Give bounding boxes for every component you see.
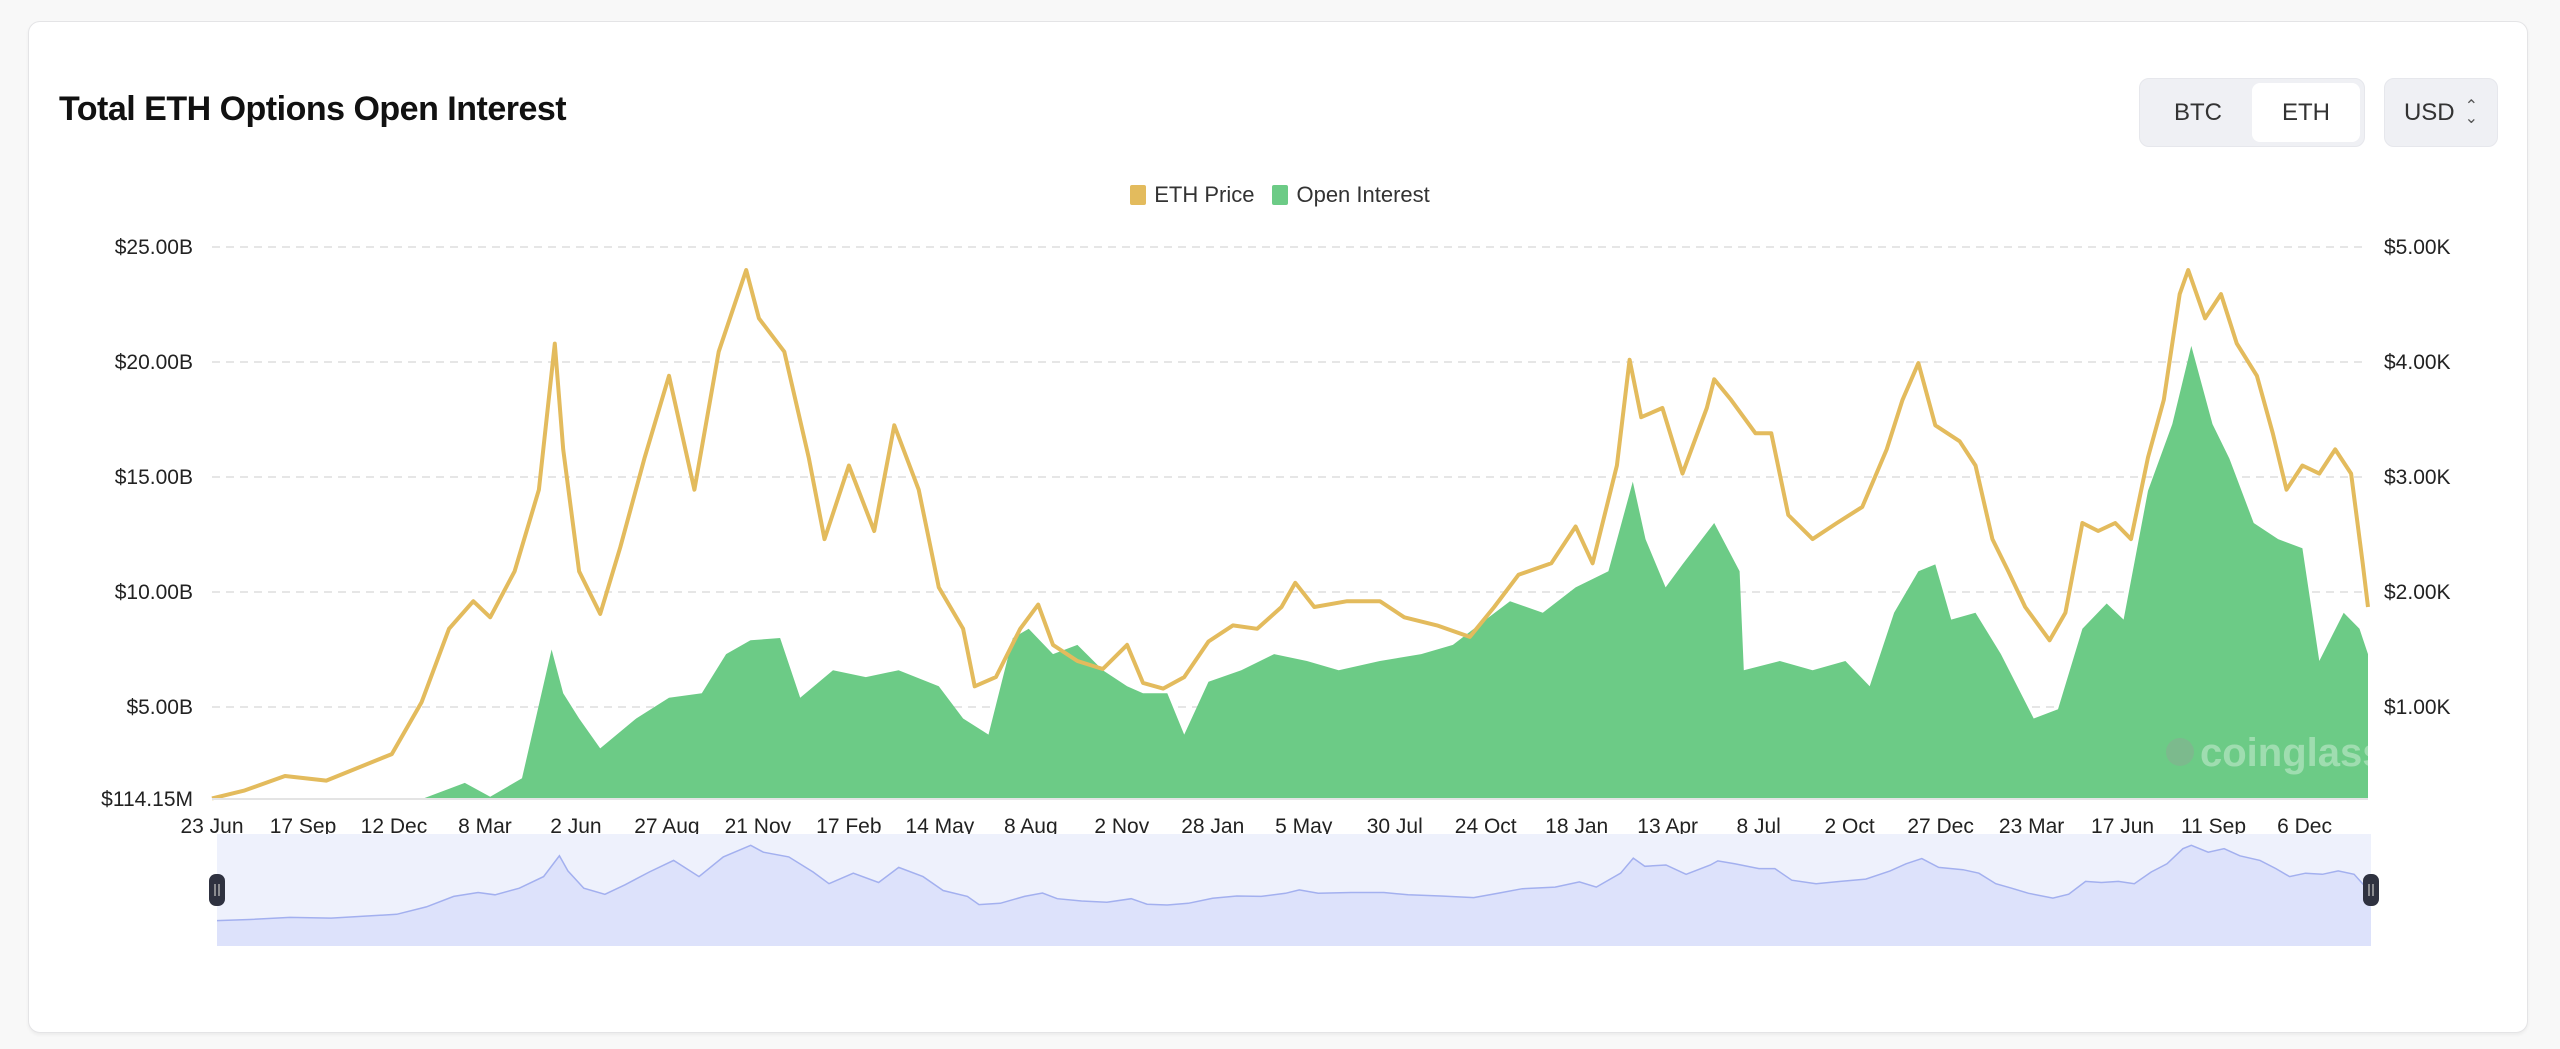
x-tick-label: 28 Jan [1181,815,1244,838]
x-tick-label: 24 Oct [1455,815,1517,838]
y-left-tick-label: $5.00B [126,696,193,719]
x-tick-label: 5 May [1275,815,1333,838]
chevron-up-down-icon: ⌃ ⌄ [2464,97,2479,127]
y-left-min-label: $114.15M [101,788,193,811]
x-tick-label: 18 Jan [1545,815,1608,838]
x-tick-label: 6 Dec [2277,815,2332,838]
x-tick-label: 27 Aug [634,815,699,838]
asset-toggle: BTC ETH [2139,78,2365,147]
y-right-tick-label: $1.00K [2384,696,2451,719]
y-right-tick-label: $5.00K [2384,236,2451,259]
page-title: Total ETH Options Open Interest [59,90,567,128]
currency-select[interactable]: USD ⌃ ⌄ [2384,78,2498,147]
x-tick-label: 2 Nov [1094,815,1149,838]
x-tick-label: 17 Sep [270,815,337,838]
x-tick-label: 8 Aug [1004,815,1058,838]
coinglass-watermark-logo: coinglass [2200,731,2385,775]
legend-swatch-oi [1272,185,1289,205]
currency-value: USD [2403,98,2455,126]
x-tick-label: 14 May [905,815,974,838]
y-left-tick-label: $20.00B [115,351,193,374]
y-right-tick-label: $2.00K [2384,581,2451,604]
y-left-tick-label: $15.00B [115,466,193,489]
open-interest-area [212,345,2368,798]
x-tick-label: 2 Oct [1825,815,1875,838]
navigator-left-handle[interactable] [209,874,225,906]
x-tick-label: 17 Jun [2091,815,2154,838]
x-tick-label: 11 Sep [2181,815,2246,838]
x-tick-label: 23 Mar [1999,815,2064,838]
eth-price-line [211,268,2370,801]
x-tick-label: 2 Jun [550,815,601,838]
navigator-area [217,845,2371,946]
y-left-tick-label: $25.00B [115,236,193,259]
navigator-right-handle[interactable] [2363,874,2379,906]
navigator-line [216,844,2372,922]
x-tick-label: 17 Feb [816,815,881,838]
legend-swatch-price [1130,185,1147,205]
legend-item-open-interest[interactable]: Open Interest [1272,182,1430,208]
eth-tab[interactable]: ETH [2252,83,2360,142]
x-tick-label: 23 Jun [180,815,243,838]
legend-label: Open Interest [1296,182,1430,207]
y-left-tick-label: $10.00B [115,581,193,604]
legend-item-eth-price[interactable]: ETH Price [1130,182,1254,208]
x-tick-label: 27 Dec [1907,815,1974,838]
x-tick-label: 30 Jul [1367,815,1423,838]
x-tick-label: 8 Jul [1736,815,1780,838]
legend: ETH Price Open Interest [0,182,2560,208]
x-tick-label: 8 Mar [458,815,512,838]
btc-tab[interactable]: BTC [2174,98,2222,126]
x-tick-label: 12 Dec [361,815,428,838]
y-right-tick-label: $4.00K [2384,351,2451,374]
x-tick-label: 21 Nov [725,815,792,838]
legend-label: ETH Price [1154,182,1255,207]
x-tick-label: 13 Apr [1637,815,1698,838]
y-right-tick-label: $3.00K [2384,466,2451,489]
watermark-icon [2166,738,2194,766]
